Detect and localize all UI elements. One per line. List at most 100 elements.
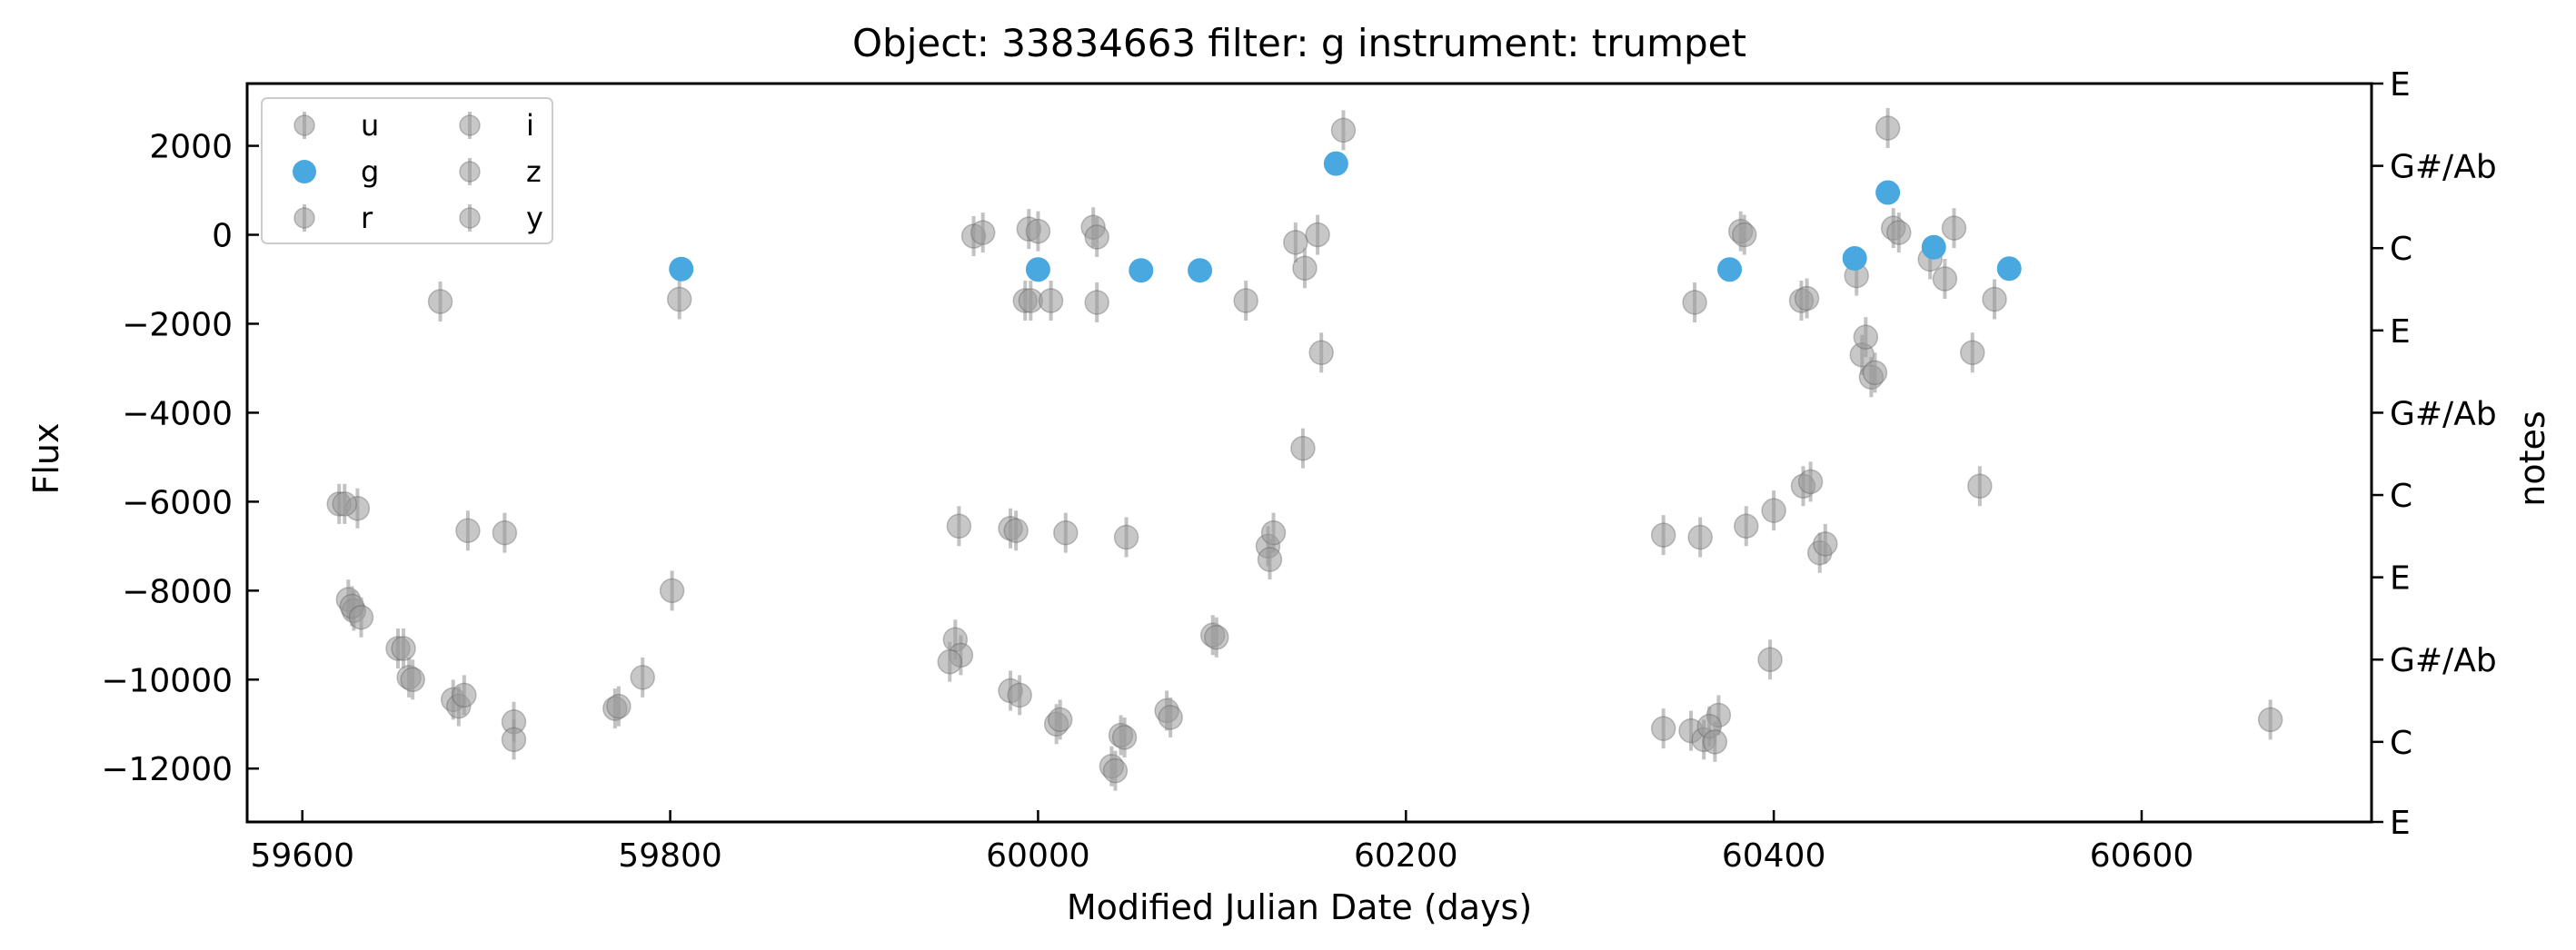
data-point-z bbox=[1113, 524, 1139, 550]
data-point-y bbox=[348, 604, 374, 630]
x-axis-label: Modified Julian Date (days) bbox=[1067, 887, 1532, 927]
legend-marker-i bbox=[459, 114, 481, 136]
data-point-g bbox=[1842, 245, 1867, 271]
plot-frame bbox=[245, 82, 2373, 824]
data-point-i bbox=[1794, 285, 1820, 312]
x-tick-label: 59800 bbox=[618, 837, 722, 875]
data-point-u bbox=[2257, 707, 2283, 733]
x-tick-label: 59600 bbox=[250, 837, 354, 875]
data-point-y bbox=[391, 636, 416, 661]
y-tick-label: −4000 bbox=[122, 395, 233, 432]
x-tick-label: 60600 bbox=[2090, 837, 2194, 875]
data-point-g bbox=[1875, 180, 1901, 205]
y-tick-label: 0 bbox=[212, 218, 233, 255]
data-point-g bbox=[1717, 257, 1743, 282]
chart-title: Object: 33834663 filter: g instrument: t… bbox=[852, 21, 1746, 65]
data-point-y bbox=[1204, 625, 1229, 650]
data-point-g bbox=[1025, 257, 1050, 282]
data-point-z bbox=[1813, 531, 1838, 557]
legend-box bbox=[261, 97, 553, 244]
note-tick-label: E bbox=[2390, 313, 2411, 351]
data-point-r bbox=[427, 289, 453, 314]
y-tick-label: −2000 bbox=[122, 306, 233, 343]
legend-marker-r bbox=[293, 207, 315, 229]
data-point-z bbox=[1260, 520, 1287, 546]
data-point-r bbox=[1283, 230, 1308, 255]
data-point-z bbox=[1734, 513, 1759, 539]
data-point-y bbox=[332, 491, 358, 517]
note-tick-label: E bbox=[2390, 805, 2411, 842]
note-tick-label: G#/Ab bbox=[2390, 149, 2497, 186]
note-tick-label: G#/Ab bbox=[2390, 642, 2497, 679]
data-point-r bbox=[1305, 222, 1330, 248]
x-tick-label: 60400 bbox=[1722, 837, 1826, 875]
legend-label-y: y bbox=[526, 201, 543, 235]
data-point-r bbox=[1731, 222, 1757, 248]
data-point-z bbox=[1761, 498, 1786, 523]
y-tick-label: 2000 bbox=[149, 129, 233, 166]
y-tick-label: −8000 bbox=[122, 573, 233, 610]
data-point-i bbox=[1292, 255, 1318, 281]
data-point-z bbox=[1003, 518, 1029, 543]
data-point-z bbox=[1797, 469, 1824, 495]
y-tick-label: −6000 bbox=[122, 484, 233, 521]
note-tick-label: E bbox=[2390, 66, 2411, 104]
data-point-r bbox=[1875, 115, 1901, 141]
data-point-r bbox=[970, 220, 996, 245]
data-point-u bbox=[1757, 647, 1783, 672]
data-point-i bbox=[1084, 290, 1109, 315]
data-point-u bbox=[1650, 716, 1676, 741]
data-point-g bbox=[1129, 258, 1154, 283]
data-point-r bbox=[1084, 224, 1109, 250]
data-point-z bbox=[492, 520, 518, 546]
data-point-z bbox=[455, 518, 481, 543]
data-point-y bbox=[1102, 757, 1129, 784]
data-point-g bbox=[669, 256, 694, 282]
data-point-y bbox=[1047, 707, 1073, 733]
data-point-g bbox=[1188, 258, 1213, 283]
data-point-i bbox=[1932, 266, 1958, 292]
data-point-r bbox=[666, 286, 692, 312]
data-point-y bbox=[1158, 705, 1183, 730]
data-point-z bbox=[1687, 524, 1713, 550]
data-point-i bbox=[1853, 324, 1879, 350]
data-point-z bbox=[1967, 473, 1993, 499]
data-point-g bbox=[1921, 234, 1946, 260]
legend-marker-y bbox=[459, 207, 481, 229]
notes-axis-label: notes bbox=[2512, 411, 2552, 506]
data-point-i bbox=[1959, 340, 1985, 366]
data-point-y bbox=[400, 667, 425, 693]
data-point-y bbox=[606, 693, 632, 719]
note-tick-label: C bbox=[2390, 231, 2412, 268]
data-point-i bbox=[1233, 288, 1258, 313]
data-point-y bbox=[937, 648, 963, 675]
data-point-i bbox=[1682, 290, 1707, 315]
legend-label-i: i bbox=[526, 108, 534, 143]
legend-label-g: g bbox=[361, 154, 379, 189]
data-point-y bbox=[1007, 682, 1032, 708]
data-point-g bbox=[1996, 256, 2022, 282]
data-point-y bbox=[659, 578, 685, 604]
data-point-i bbox=[1038, 288, 1064, 313]
legend-label-r: r bbox=[361, 201, 373, 235]
legend: ugr izy bbox=[261, 97, 553, 244]
data-points bbox=[326, 107, 2283, 791]
data-point-r bbox=[1025, 218, 1051, 244]
legend-marker-z bbox=[459, 161, 481, 183]
x-tick-label: 60000 bbox=[986, 837, 1090, 875]
y-tick-label: −12000 bbox=[101, 751, 233, 788]
data-point-z bbox=[946, 513, 972, 539]
data-point-z bbox=[1053, 520, 1079, 546]
note-tick-label: G#/Ab bbox=[2390, 395, 2497, 432]
data-point-y bbox=[1111, 725, 1138, 750]
data-point-i bbox=[1290, 435, 1316, 461]
data-point-z bbox=[1257, 547, 1283, 572]
data-point-y bbox=[501, 727, 527, 753]
note-tick-label: C bbox=[2390, 478, 2412, 515]
data-point-i bbox=[1308, 340, 1334, 366]
y-axis-label: Flux bbox=[26, 423, 66, 495]
data-point-y bbox=[452, 682, 477, 708]
data-point-g bbox=[1323, 151, 1348, 176]
data-point-i bbox=[1862, 360, 1888, 386]
